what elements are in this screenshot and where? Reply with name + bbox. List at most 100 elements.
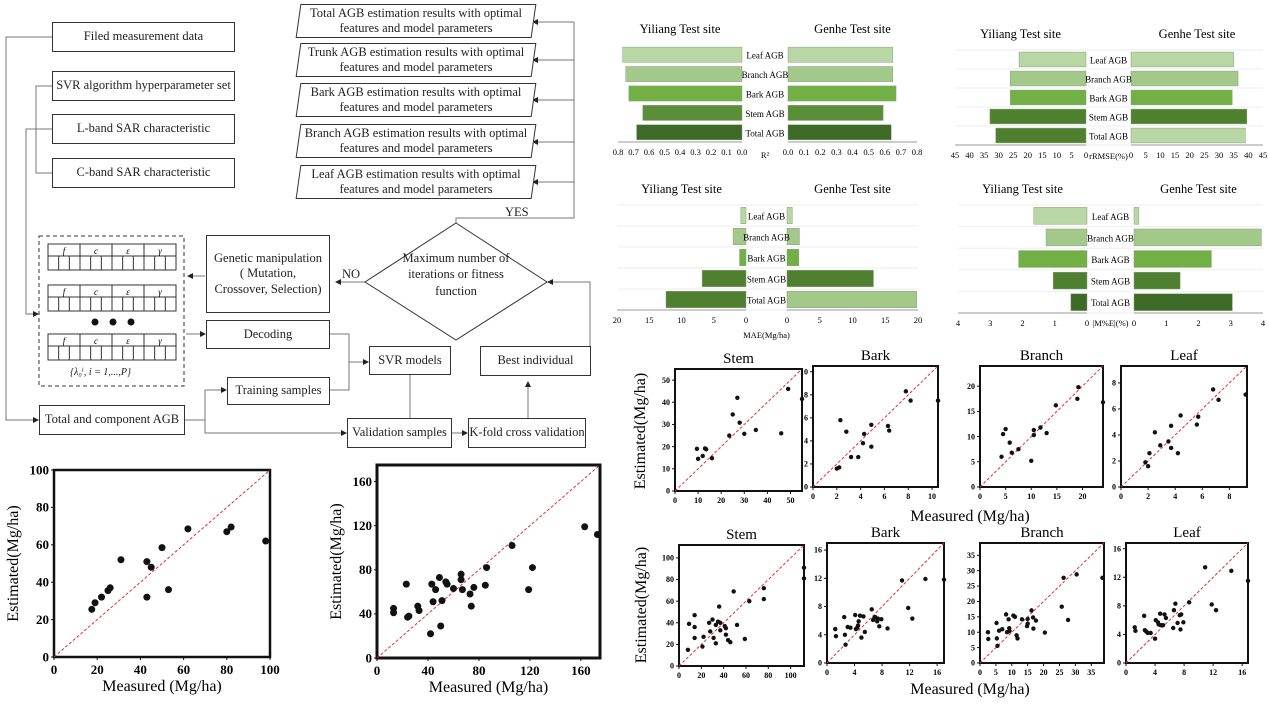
bar-left-branch-agb xyxy=(625,66,743,82)
data-point xyxy=(708,629,713,634)
gene-label: ε xyxy=(126,287,130,297)
tick-label: 2 xyxy=(1020,318,1024,328)
y-tick-label: 10 xyxy=(800,367,808,376)
x-tick-label: 0 xyxy=(51,662,58,677)
data-point xyxy=(869,444,874,449)
data-point xyxy=(716,604,722,609)
tick-label: 15 xyxy=(1171,150,1180,160)
bar-right-branch-agb xyxy=(787,66,894,82)
data-point xyxy=(860,441,866,446)
data-point xyxy=(1160,622,1166,628)
y-tick-label: 100 xyxy=(30,462,50,477)
panel-title: Stem xyxy=(726,527,757,543)
data-point xyxy=(737,420,742,425)
data-point xyxy=(941,577,947,582)
category-label: Leaf AGB xyxy=(1092,212,1129,222)
tick-label: 1 xyxy=(1053,318,1057,328)
data-point xyxy=(801,565,807,570)
panel-title: Bark xyxy=(861,348,891,364)
x-tick-label: 5 xyxy=(1004,492,1008,501)
data-point xyxy=(1133,628,1138,634)
yes-label: YES xyxy=(505,205,529,219)
data-point xyxy=(731,589,736,594)
data-point xyxy=(700,453,705,459)
decoding-box: Decoding xyxy=(206,320,330,349)
x-axis-label-yiliang: Measured (Mg/ha) xyxy=(910,508,1030,525)
data-point xyxy=(143,558,151,566)
data-point xyxy=(843,642,848,647)
data-point xyxy=(753,427,759,433)
data-point xyxy=(710,617,715,622)
x-tick-label: 2 xyxy=(835,492,839,501)
bar-left-total-agb xyxy=(995,127,1087,144)
bar-right-total-agb xyxy=(1130,127,1246,144)
data-point xyxy=(1031,432,1037,438)
data-point xyxy=(861,614,866,619)
data-point xyxy=(908,398,913,403)
data-point xyxy=(405,612,413,620)
bar-left-bark-agb xyxy=(628,85,743,102)
data-point xyxy=(885,626,890,631)
data-point xyxy=(856,454,861,460)
chart-r2: Yiliang Test site Genhe Test site Leaf AGB… xyxy=(613,22,923,160)
x-axis-label: Measured (Mg/ha) xyxy=(102,678,222,695)
bar-left-leaf-agb xyxy=(1018,51,1087,68)
y-axis-label-genhe: Estimated(Mg/ha) xyxy=(633,547,650,663)
data-point xyxy=(1074,572,1079,577)
data-point xyxy=(1213,607,1219,613)
x-tick-label: 6 xyxy=(1200,492,1204,501)
agb-box: Total and component AGB xyxy=(39,405,185,435)
tick-label: 0.8 xyxy=(912,147,923,157)
data-point xyxy=(88,605,96,613)
x-tick-label: 16 xyxy=(1238,668,1246,677)
data-point xyxy=(1229,568,1234,574)
data-point xyxy=(1003,612,1009,617)
data-point xyxy=(262,537,270,545)
y-tick-label: 80 xyxy=(36,500,49,515)
data-point xyxy=(525,586,533,594)
category-label: Branch AGB xyxy=(743,233,790,243)
one-to-one-line xyxy=(674,368,803,492)
y-tick-label: 40 xyxy=(662,398,670,407)
data-point xyxy=(1243,392,1248,397)
tick-label: 45 xyxy=(951,150,960,160)
data-point xyxy=(1181,620,1186,625)
x-tick-label: 16 xyxy=(933,668,941,677)
bar-left-bark-agb xyxy=(739,249,747,266)
data-point xyxy=(1033,618,1039,623)
category-label: Total AGB xyxy=(1089,132,1128,142)
y-axis-label: Estimated(Mg/ha) xyxy=(5,505,22,621)
chart-total_yiliang: 0 20 40 60 80 100 0 20 40 60 80 100 Measured (Mg/ha)… xyxy=(5,462,280,695)
x-tick-label: 0 xyxy=(811,492,815,501)
chart-me: Yiliang Test site Genhe Test site Leaf AGB… xyxy=(956,182,1266,328)
tick-label: 0.7 xyxy=(896,147,907,157)
y-tick-label: 8 xyxy=(1117,602,1121,611)
x-tick-label: 4 xyxy=(1173,492,1177,501)
y-axis-label-yiliang: Estimated(Mg/ha) xyxy=(632,373,649,489)
data-point xyxy=(508,542,516,550)
tick-label: 0 xyxy=(1085,318,1089,328)
x-tick-label: 0 xyxy=(673,496,677,505)
bar-left-bark-agb xyxy=(1010,89,1087,106)
x-tick-label: 30 xyxy=(740,496,748,505)
result-leaf: Leaf AGB estimation results with optimal… xyxy=(295,165,537,199)
tick-label: 4 xyxy=(1261,318,1266,328)
data-point xyxy=(593,530,601,538)
bar-right-stem-agb xyxy=(787,105,884,121)
svr-models-box: SVR models xyxy=(369,346,451,375)
data-point xyxy=(427,630,435,638)
data-point xyxy=(1245,578,1251,584)
data-point xyxy=(713,622,719,628)
data-point xyxy=(703,447,709,452)
data-point xyxy=(1061,575,1066,580)
panel-title: Branch xyxy=(1020,525,1064,541)
category-label: Total AGB xyxy=(1091,298,1130,308)
data-point xyxy=(457,570,465,578)
no-label: NO xyxy=(342,267,361,281)
data-point xyxy=(223,528,231,536)
bar-right-branch-agb xyxy=(1130,70,1239,87)
x-tick-label: 6 xyxy=(882,492,886,501)
chart-genhe_branch: 0 5 10 15 20 25 30 35 0 5 10 15 20 25 30 35 Branch xyxy=(967,525,1105,677)
data-point xyxy=(435,573,443,581)
